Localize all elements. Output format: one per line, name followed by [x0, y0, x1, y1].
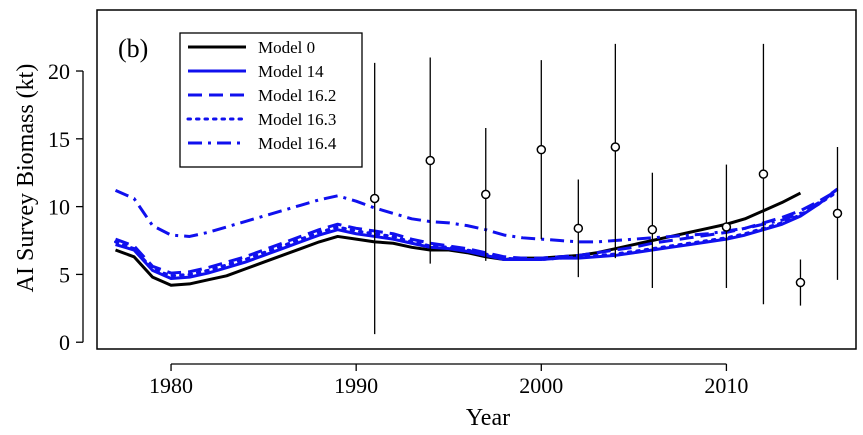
x-tick-label-2010: 2010 [704, 373, 748, 398]
series-layer [114, 187, 839, 287]
panel-label: (b) [118, 34, 148, 63]
legend-label-model-0: Model 0 [258, 38, 315, 57]
y-tick-label-10: 10 [48, 195, 70, 220]
observation-point-2006 [647, 224, 658, 235]
y-tick-label-20: 20 [48, 59, 70, 84]
x-tick-label-1980: 1980 [149, 373, 193, 398]
observations-layer [369, 43, 843, 335]
observation-point-2012 [758, 169, 769, 179]
observation-point-2016 [832, 208, 843, 219]
x-tick-label-2000: 2000 [519, 373, 563, 398]
plot-frame [96, 9, 857, 350]
y-axis-title: AI Survey Biomass (kt) [13, 64, 39, 293]
observation-point-1991 [369, 193, 380, 204]
observation-point-1997 [481, 189, 491, 200]
y-tick-label-15: 15 [48, 127, 70, 152]
x-tick-label-1990: 1990 [334, 373, 378, 398]
legend-label-model-14: Model 14 [258, 62, 324, 81]
legend-box [179, 32, 363, 168]
observation-point-2010 [721, 222, 732, 232]
axes-layer: 1980 1990 2000 2010 0 5 10 15 20 [48, 59, 748, 398]
series-line-model-16-4 [114, 187, 839, 244]
observation-point-2002 [573, 223, 584, 234]
legend-label-model-16-3: Model 16.3 [258, 110, 336, 129]
series-line-model-16-3 [114, 190, 839, 278]
y-tick-label-0: 0 [59, 330, 70, 355]
observation-point-2000 [536, 144, 547, 155]
y-tick-label-5: 5 [59, 262, 70, 287]
legend-label-model-16-4: Model 16.4 [258, 134, 337, 153]
observation-point-2014 [795, 277, 806, 288]
legend-label-model-16-2: Model 16.2 [258, 86, 336, 105]
legend: Model 0 Model 14 Model 16.2 Model 16.3 Model… [179, 32, 363, 168]
observation-point-2004 [610, 142, 621, 152]
x-axis-title: Year [466, 405, 510, 431]
observation-point-1994 [425, 155, 435, 166]
